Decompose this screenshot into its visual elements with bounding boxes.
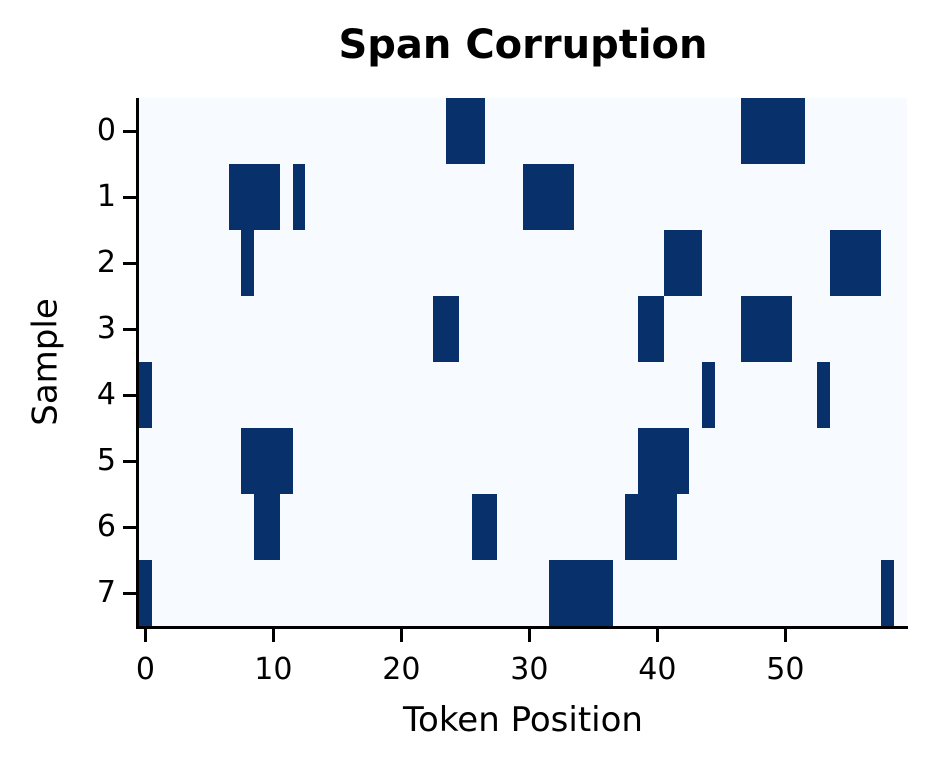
corrupted-span-cell [446, 98, 485, 164]
y-tick-label: 4 [96, 377, 116, 412]
x-tick-label: 20 [382, 652, 421, 687]
x-tick-label: 50 [766, 652, 805, 687]
x-axis-spine [136, 626, 908, 629]
corrupted-span-cell [740, 98, 805, 164]
x-tick-label: 30 [510, 652, 549, 687]
heatmap-plot-area [139, 98, 907, 626]
x-axis-label: Token Position [403, 700, 643, 740]
x-tick-mark [783, 629, 787, 642]
corrupted-span-cell [817, 362, 831, 428]
corrupted-span-cell [625, 494, 677, 560]
corrupted-span-cell [228, 164, 280, 230]
y-tick-label: 2 [96, 245, 116, 280]
x-tick-mark [143, 629, 147, 642]
x-tick-mark [655, 629, 659, 642]
y-tick-label: 7 [96, 575, 116, 610]
corrupted-span-cell [663, 230, 703, 296]
y-tick-mark [123, 459, 136, 463]
x-tick-label: 40 [638, 652, 677, 687]
y-tick-mark [123, 525, 136, 529]
corrupted-span-cell [881, 560, 895, 626]
y-tick-mark [123, 195, 136, 199]
corrupted-span-cell [254, 494, 280, 560]
corrupted-span-cell [433, 296, 459, 362]
y-tick-label: 5 [96, 443, 116, 478]
corrupted-span-cell [523, 164, 575, 230]
x-tick-mark [399, 629, 403, 642]
corrupted-span-cell [740, 296, 792, 362]
y-tick-mark [123, 261, 136, 265]
y-tick-mark [123, 591, 136, 595]
corrupted-span-cell [139, 560, 152, 626]
corrupted-span-cell [292, 164, 306, 230]
x-tick-mark [271, 629, 275, 642]
y-tick-label: 3 [96, 311, 116, 346]
corrupted-span-cell [830, 230, 882, 296]
corrupted-span-cell [241, 230, 255, 296]
y-tick-mark [123, 129, 136, 133]
x-tick-label: 0 [135, 652, 155, 687]
chart-title: Span Corruption [338, 22, 708, 68]
corrupted-span-cell [548, 560, 613, 626]
y-tick-mark [123, 327, 136, 331]
corrupted-span-cell [638, 428, 690, 494]
x-tick-label: 10 [254, 652, 293, 687]
corrupted-span-cell [638, 296, 664, 362]
y-axis-spine [136, 98, 139, 629]
corrupted-span-cell [139, 362, 152, 428]
y-tick-label: 6 [96, 509, 116, 544]
corrupted-span-cell [471, 494, 498, 560]
y-tick-label: 0 [96, 113, 116, 148]
corrupted-span-cell [702, 362, 715, 428]
x-tick-mark [527, 629, 531, 642]
corrupted-span-cell [241, 428, 293, 494]
y-tick-mark [123, 393, 136, 397]
y-tick-label: 1 [96, 179, 116, 214]
